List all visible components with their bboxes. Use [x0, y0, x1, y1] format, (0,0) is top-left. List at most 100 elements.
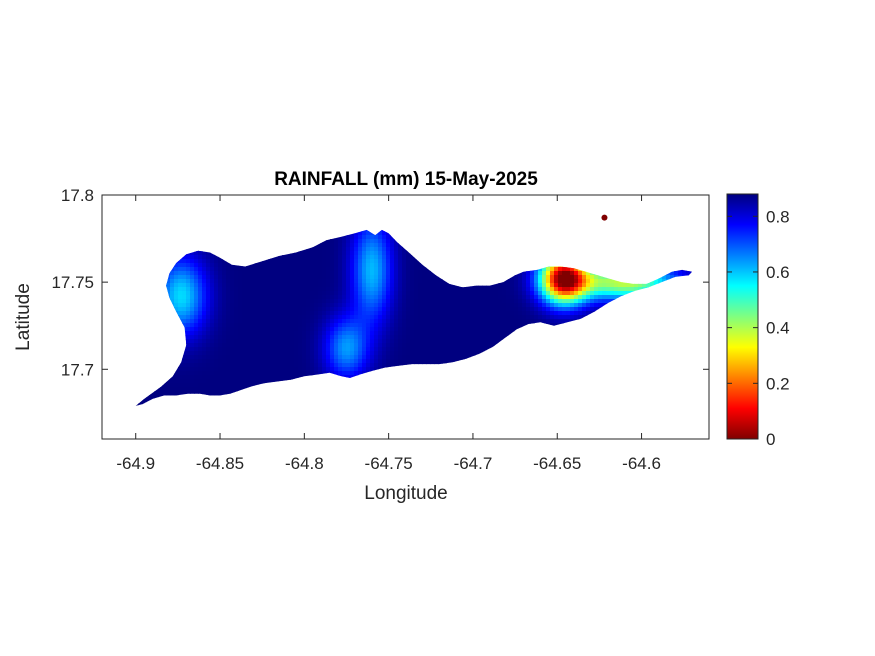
heat-cell	[218, 291, 223, 296]
heat-cell	[358, 271, 363, 276]
heat-cell	[286, 259, 291, 264]
heat-cell	[354, 263, 359, 268]
heat-cell	[210, 387, 215, 392]
heat-cell	[218, 367, 223, 372]
heat-cell	[262, 267, 267, 272]
heat-cell	[322, 319, 327, 324]
heat-cell	[410, 311, 415, 316]
heat-cell	[406, 267, 411, 272]
heat-cell	[318, 279, 323, 284]
heat-cell	[366, 291, 371, 296]
heat-cell	[390, 363, 395, 368]
heat-cell	[254, 331, 259, 336]
heat-cell	[226, 347, 231, 352]
heat-cell	[266, 343, 271, 348]
heat-cell	[254, 367, 259, 372]
heat-cell	[330, 343, 335, 348]
heat-cell	[402, 291, 407, 296]
heat-cell	[262, 339, 267, 344]
heat-cell	[186, 295, 191, 300]
heat-cell	[262, 355, 267, 360]
heat-cell	[382, 299, 387, 304]
heat-cell	[178, 391, 183, 396]
heat-cell	[358, 283, 363, 288]
heat-cell	[218, 343, 223, 348]
heat-cell	[174, 379, 179, 384]
heat-cell	[362, 335, 367, 340]
heat-cell	[338, 327, 343, 332]
heat-cell	[290, 371, 295, 376]
heat-cell	[162, 383, 167, 388]
heat-cell	[426, 323, 431, 328]
heat-cell	[254, 263, 259, 268]
heat-cell	[182, 383, 187, 388]
plot-area: -64.9 -64.85 -64.8 -64.75 -64.7 -64.65 -64.6 1…	[51, 186, 710, 473]
heat-cell	[370, 291, 375, 296]
heat-cell	[366, 235, 371, 240]
heat-cell	[378, 239, 383, 244]
heat-cell	[354, 343, 359, 348]
heat-cell	[242, 339, 247, 344]
heat-cell	[306, 275, 311, 280]
heat-cell	[382, 343, 387, 348]
heat-cell	[254, 375, 259, 380]
heat-cell	[342, 351, 347, 356]
heat-cell	[190, 359, 195, 364]
heat-cell	[198, 307, 203, 312]
heat-cell	[222, 391, 227, 396]
heat-cell	[202, 355, 207, 360]
heat-cell	[362, 343, 367, 348]
heat-cell	[226, 267, 231, 272]
heat-cell	[182, 307, 187, 312]
heat-cell	[334, 351, 339, 356]
heat-cell	[374, 243, 379, 248]
heat-cell	[426, 339, 431, 344]
heat-cell	[258, 279, 263, 284]
heat-cell	[198, 271, 203, 276]
heat-cell	[290, 319, 295, 324]
heat-cell	[262, 259, 267, 264]
heat-cell	[322, 323, 327, 328]
heat-cell	[374, 279, 379, 284]
heat-cell	[206, 251, 211, 256]
heat-cell	[342, 355, 347, 360]
heat-cell	[330, 267, 335, 272]
heat-cell	[186, 391, 191, 396]
heat-cell	[374, 315, 379, 320]
heat-cell	[414, 275, 419, 280]
heat-cell	[350, 243, 355, 248]
heat-cell	[246, 367, 251, 372]
heat-cell	[338, 363, 343, 368]
heat-cell	[306, 307, 311, 312]
heat-cell	[366, 359, 371, 364]
heat-cell	[382, 315, 387, 320]
heat-cell	[218, 299, 223, 304]
heat-cell	[302, 335, 307, 340]
heat-cell	[198, 383, 203, 388]
heat-cell	[350, 315, 355, 320]
heat-cell	[286, 307, 291, 312]
heat-cell	[394, 275, 399, 280]
heat-cell	[174, 375, 179, 380]
heat-cell	[210, 343, 215, 348]
heat-cell	[346, 247, 351, 252]
heat-cell	[178, 379, 183, 384]
heat-cell	[334, 267, 339, 272]
heat-cell	[190, 307, 195, 312]
heat-cell	[278, 355, 283, 360]
heat-cell	[238, 339, 243, 344]
heat-cell	[306, 303, 311, 308]
heat-cell	[238, 331, 243, 336]
heat-cell	[218, 259, 223, 264]
heat-cell	[390, 295, 395, 300]
heat-cell	[218, 311, 223, 316]
heat-cell	[314, 255, 319, 260]
heat-cell	[314, 303, 319, 308]
heat-cell	[398, 359, 403, 364]
heat-cell	[234, 355, 239, 360]
heat-cell	[298, 327, 303, 332]
heat-cell	[346, 351, 351, 356]
heat-cell	[230, 295, 235, 300]
heat-cell	[206, 323, 211, 328]
heat-cell	[366, 231, 371, 236]
